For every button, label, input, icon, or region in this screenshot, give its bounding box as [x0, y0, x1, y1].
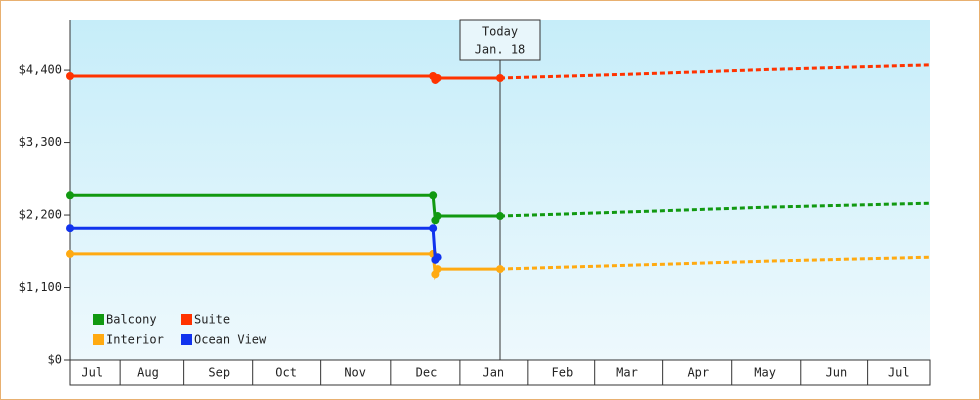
x-tick-label: Feb	[552, 366, 574, 380]
price-point	[429, 224, 438, 233]
price-point	[66, 72, 74, 81]
today-date: Jan. 18	[475, 43, 526, 57]
y-tick-label: $0	[48, 353, 62, 367]
x-tick-label: Apr	[687, 366, 709, 380]
x-tick-label: Jul	[888, 366, 910, 380]
today-label: Today	[482, 25, 518, 39]
x-tick-label: Aug	[137, 366, 159, 380]
legend-label: Ocean View	[194, 333, 267, 347]
x-tick-label: May	[754, 366, 776, 380]
y-tick-label: $2,200	[19, 208, 62, 222]
x-tick-label: Jul	[81, 366, 103, 380]
price-point	[433, 212, 442, 221]
price-point	[429, 191, 438, 200]
price-point	[66, 191, 74, 200]
y-tick-label: $3,300	[19, 135, 62, 149]
price-point	[496, 73, 504, 82]
y-tick-label: $4,400	[19, 63, 62, 77]
x-tick-label: Jan	[482, 366, 504, 380]
legend-label: Suite	[194, 313, 230, 327]
x-tick-label: Nov	[344, 366, 366, 380]
legend-swatch	[93, 314, 104, 325]
legend-swatch	[181, 334, 192, 345]
forecast-line	[499, 63, 931, 80]
x-tick-label: Dec	[416, 366, 438, 380]
price-point	[433, 253, 442, 262]
x-tick-label: Oct	[275, 366, 297, 380]
legend-label: Interior	[106, 333, 164, 347]
x-tick-label: Jun	[826, 366, 848, 380]
price-point	[66, 224, 74, 233]
price-point	[433, 265, 442, 274]
today-box	[459, 19, 541, 61]
x-tick-label: Sep	[208, 366, 230, 380]
price-point	[66, 249, 74, 258]
price-point	[433, 73, 442, 82]
legend-label: Balcony	[106, 313, 157, 327]
legend-swatch	[93, 334, 104, 345]
legend-swatch	[181, 314, 192, 325]
price-point	[496, 265, 504, 274]
forecast-line	[499, 255, 931, 271]
y-tick-label: $1,100	[19, 280, 62, 294]
price-point	[496, 212, 504, 221]
x-tick-label: Mar	[616, 366, 638, 380]
forecast-line	[499, 201, 931, 218]
